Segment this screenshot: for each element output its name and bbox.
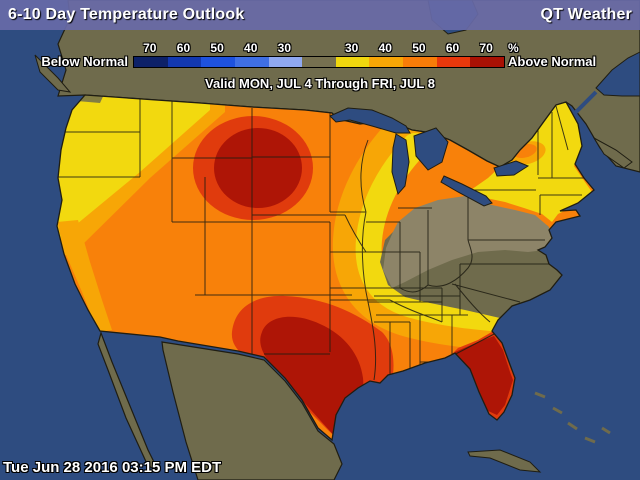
baja-peninsula <box>97 331 160 472</box>
legend-ticks: 70 60 50 40 30 30 40 50 60 70 <box>133 41 503 55</box>
legend-tick: 30 <box>344 41 359 55</box>
legend-tick: 50 <box>412 41 426 55</box>
legend-tick: 40 <box>378 41 392 55</box>
legend-tick: 70 <box>479 41 493 55</box>
legend-tick: 70 <box>143 41 157 55</box>
legend-tick: 50 <box>210 41 224 55</box>
lake-ontario <box>493 160 530 177</box>
legend-segment <box>302 57 336 67</box>
legend-segment <box>436 57 471 67</box>
legend-tick: 60 <box>445 41 460 55</box>
legend-segment <box>201 57 235 67</box>
page-title: 6-10 Day Temperature Outlook <box>8 6 245 23</box>
lake-huron <box>413 127 449 171</box>
legend-segment <box>167 57 202 67</box>
issue-timestamp: Tue Jun 28 2016 03:15 PM EDT <box>3 459 222 476</box>
legend-segment <box>369 57 404 67</box>
legend-tick: 60 <box>176 41 191 55</box>
legend-segment <box>134 57 168 67</box>
legend-below-normal-label: Below Normal <box>41 54 128 69</box>
legend-segment <box>234 57 269 67</box>
legend-segment <box>335 57 370 67</box>
cuba <box>467 449 542 473</box>
lake-michigan <box>391 133 410 196</box>
legend-color-bar <box>133 56 505 68</box>
legend-segment <box>268 57 303 67</box>
legend-segment <box>403 57 437 67</box>
lake-erie <box>440 175 493 207</box>
lake-superior <box>329 107 411 134</box>
legend-tick: 30 <box>277 41 292 55</box>
bahamas <box>534 391 611 444</box>
legend-above-normal-label: Above Normal <box>508 54 597 69</box>
gulf-st-lawrence <box>595 51 640 97</box>
us-outline <box>56 94 595 442</box>
legend-percent-label: % <box>508 41 519 55</box>
valid-period-text: Valid MON, JUL 4 Through FRI, JUL 8 <box>205 76 435 91</box>
legend-tick: 40 <box>244 41 258 55</box>
vancouver-island <box>34 54 72 93</box>
title-bar: 6-10 Day Temperature Outlook QT Weather <box>0 0 640 30</box>
brand-label: QT Weather <box>540 6 632 23</box>
mexico-landmass <box>97 331 343 480</box>
legend-segment <box>470 57 505 67</box>
great-lakes <box>329 107 530 207</box>
nova-scotia <box>592 136 633 169</box>
caribbean-islands <box>467 391 611 473</box>
